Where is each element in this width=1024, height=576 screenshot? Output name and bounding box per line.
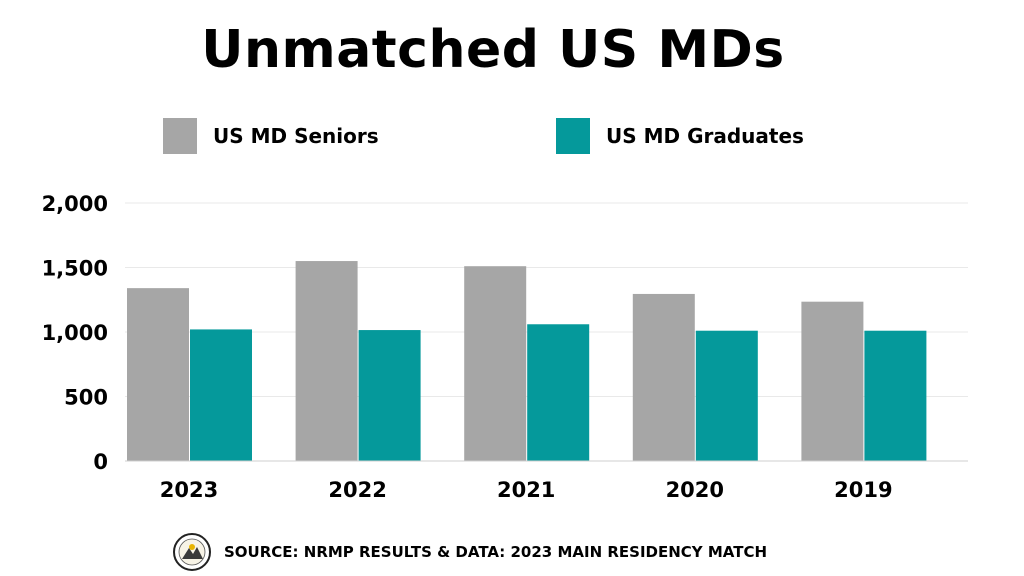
bar-seniors — [632, 293, 695, 461]
chart-title: Unmatched US MDs — [201, 20, 785, 80]
legend-swatch-seniors — [163, 118, 197, 154]
y-tick-label: 500 — [64, 386, 108, 410]
y-tick-label: 1,000 — [42, 321, 108, 345]
legend-label-seniors: US MD Seniors — [213, 124, 379, 148]
bar-graduates — [695, 330, 758, 461]
seal-logo-icon — [173, 533, 211, 571]
bar-graduates — [527, 324, 590, 461]
bar-seniors — [801, 301, 864, 461]
bar-graduates — [864, 330, 927, 461]
x-tick-label: 2020 — [666, 478, 724, 502]
source-line: SOURCE: NRMP RESULTS & DATA: 2023 MAIN R… — [172, 532, 767, 572]
x-tick-label: 2019 — [834, 478, 892, 502]
legend-item-seniors: US MD Seniors — [163, 118, 379, 154]
bar-graduates — [190, 329, 252, 461]
source-text: SOURCE: NRMP RESULTS & DATA: 2023 MAIN R… — [224, 543, 768, 561]
x-tick-label: 2023 — [160, 478, 218, 502]
legend-swatch-graduates — [556, 118, 590, 154]
legend-item-graduates: US MD Graduates — [556, 118, 804, 154]
bar-seniors — [295, 261, 358, 461]
y-tick-label: 0 — [93, 450, 108, 474]
bar-graduates — [358, 330, 421, 461]
bar-seniors — [464, 266, 527, 461]
x-tick-label: 2022 — [328, 478, 386, 502]
bar-seniors — [127, 288, 189, 461]
x-tick-label: 2021 — [497, 478, 555, 502]
legend-label-graduates: US MD Graduates — [606, 124, 804, 148]
y-tick-label: 1,500 — [42, 257, 108, 281]
y-tick-label: 2,000 — [42, 192, 108, 216]
